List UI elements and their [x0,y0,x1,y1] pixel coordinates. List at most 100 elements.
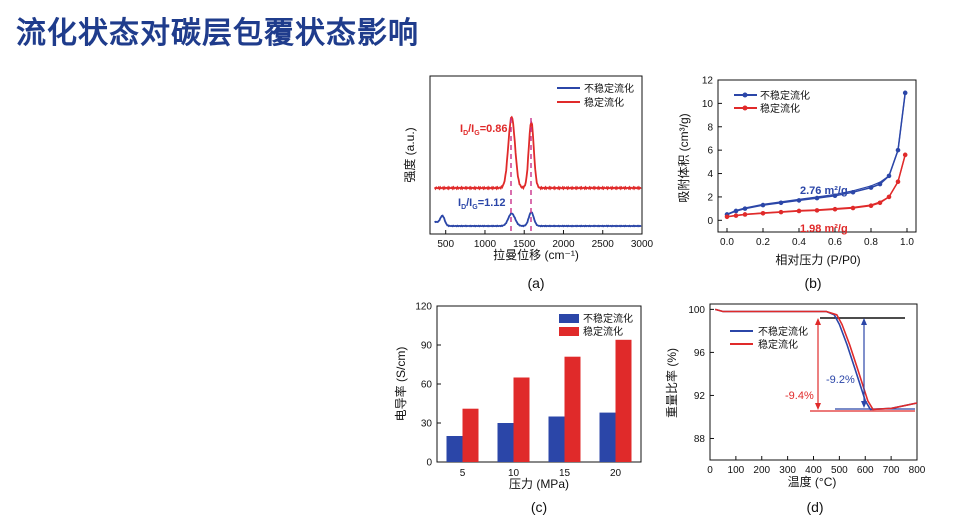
chart-c-xtick-label-0: 5 [460,468,466,479]
chart-d-blue-arrowhead-up [861,318,867,325]
chart-b-xtick-label-1: 0.2 [756,237,770,248]
chart-b-blue-area: 2.76 m²/g [800,185,848,197]
chart-b-xtick-label-3: 0.6 [828,237,842,248]
chart-c-bar-1-3 [615,339,632,462]
chart-b-ytick-label-6: 12 [702,76,714,87]
chart-b-series-0-point-11 [886,173,892,179]
chart-a-xtick-label-5: 3000 [631,239,654,250]
chart-d-xtick-label-2: 200 [753,465,770,476]
chart-d-ytick-label-1: 92 [694,391,706,402]
chart-b-series-0-point-1 [733,208,739,214]
chart-c-ytick-label-1: 30 [421,419,433,430]
chart-c-caption: (c) [531,499,547,515]
chart-b-series-1-point-13 [902,152,908,158]
chart-d-series-1-line [714,308,918,411]
chart-c-legend-label-1: 稳定流化 [583,325,623,338]
chart-c-bar-1-2 [564,356,581,462]
chart-c-bar-1-0 [462,408,479,462]
chart-a-series-1-line [433,115,642,191]
chart-c-ytick-label-4: 120 [415,302,432,313]
chart-d-blue-arrowhead-down [861,401,867,408]
chart-b-caption: (b) [804,275,821,291]
chart-d: 0 100 200 300 400 500 600 700 800 88 92 96 100 -9.2%… [664,303,926,515]
chart-c-xtick-label-1: 10 [508,468,520,479]
page-title: 流化状态对碳层包覆状态影响 [16,16,419,51]
chart-d-xtick-label-6: 600 [857,465,874,476]
chart-a-red-ratio: ID/IG=0.86 [460,123,508,137]
chart-d-ytick-label-3: 100 [688,305,705,316]
chart-b-series-1-point-2 [742,212,748,217]
chart-b-legend-label-1: 稳定流化 [760,102,800,115]
chart-d-xtick-label-5: 500 [831,465,848,476]
chart-b-series-1-point-3 [760,210,766,216]
chart-d-xtick-label-3: 300 [779,465,796,476]
chart-b-legend-marker-0 [742,92,748,98]
chart-c-xtick-label-2: 15 [559,468,571,479]
chart-b-xtick-label-2: 0.4 [792,237,806,248]
chart-b-series-1-point-5 [796,208,802,214]
chart-b-series-0-point-7 [832,193,838,199]
chart-a-legend-label-1: 稳定流化 [584,96,624,109]
chart-a-xtick-label-3: 2000 [552,239,575,250]
chart-b-series-0-point-10 [877,181,883,187]
chart-a-xtick-label-0: 500 [437,239,454,250]
chart-b-series-0-point-6 [814,195,820,201]
chart-d-ytick-label-0: 88 [694,434,706,445]
chart-b-series-1-point-8 [850,205,856,211]
chart-b-series-1-point-11 [886,194,892,200]
chart-d-legend-label-0: 不稳定流化 [758,325,808,338]
chart-c: 0 30 60 90 120 5 10 15 20 不稳定流化 稳定流化 压力 (MPa) 电导… [393,302,642,515]
chart-a-frame [429,75,643,235]
chart-d-ylabel: 重量比率 (%) [664,348,679,418]
chart-b-xlabel: 相对压力 (P/P0) [775,253,860,267]
chart-a-series-0-line [434,211,642,228]
chart-b-xtick-label-4: 0.8 [864,237,878,248]
chart-c-ytick-label-3: 90 [421,341,433,352]
chart-d-xtick-label-0: 0 [707,465,713,476]
chart-c-legend-label-0: 不稳定流化 [583,312,633,325]
chart-b-series-1-point-12 [895,179,901,185]
chart-b-ytick-label-0: 0 [707,216,713,227]
chart-b-series-0-point-5 [796,198,802,203]
chart-b-legend-label-0: 不稳定流化 [760,89,810,102]
chart-b-series-0-point-13 [902,90,908,96]
chart-a-blue-ratio: ID/IG=1.12 [458,197,506,211]
chart-b-series-0-point-4 [778,200,784,206]
chart-b-series-1-point-10 [877,200,883,206]
chart-b-xtick-label-0: 0.0 [720,237,734,248]
chart-b-ytick-label-5: 10 [702,99,714,110]
chart-d-xtick-label-8: 800 [909,465,926,476]
chart-d-xtick-label-1: 100 [728,465,745,476]
chart-c-ytick-label-2: 60 [421,380,433,391]
chart-d-blue-loss: -9.2% [826,374,855,386]
chart-b-series-1-point-4 [778,209,784,215]
chart-a-xtick-label-2: 1500 [513,239,536,250]
chart-d-red-loss: -9.4% [785,390,814,402]
chart-c-bar-0-1 [497,423,514,462]
chart-c-bar-0-2 [548,416,565,462]
chart-d-xtick-label-4: 400 [805,465,822,476]
chart-a-xtick-label-1: 1000 [474,239,497,250]
chart-d-frame [709,303,918,461]
chart-b-red-area: 1.98 m²/g [800,223,848,235]
chart-a-caption: (a) [527,275,544,291]
chart-b-ylabel: 吸附体积 (cm³/g) [677,113,691,202]
chart-b-series-1-point-9 [868,203,874,208]
chart-c-ytick-label-0: 0 [426,458,432,469]
chart-a-ylabel: 强度 (a.u.) [402,127,417,182]
chart-c-xtick-label-3: 20 [610,468,622,479]
chart-b-series-0-point-8 [850,189,856,195]
chart-c-xlabel: 压力 (MPa) [509,477,569,491]
chart-b-legend-marker-1 [742,105,748,111]
chart-c-bar-0-0 [446,436,463,462]
chart-b-ytick-label-3: 6 [707,146,713,157]
chart-b-series-1-point-0 [724,214,730,220]
chart-d-red-arrowhead-up [815,318,821,325]
chart-b-xtick-label-5: 1.0 [900,237,914,248]
chart-b-ytick-label-2: 4 [707,169,713,180]
chart-c-legend-swatch-1 [559,327,579,336]
chart-d-xlabel: 温度 (°C) [788,474,837,489]
chart-c-bar-1-1 [513,377,530,462]
chart-a-xlabel: 拉曼位移 (cm⁻¹) [493,247,579,262]
